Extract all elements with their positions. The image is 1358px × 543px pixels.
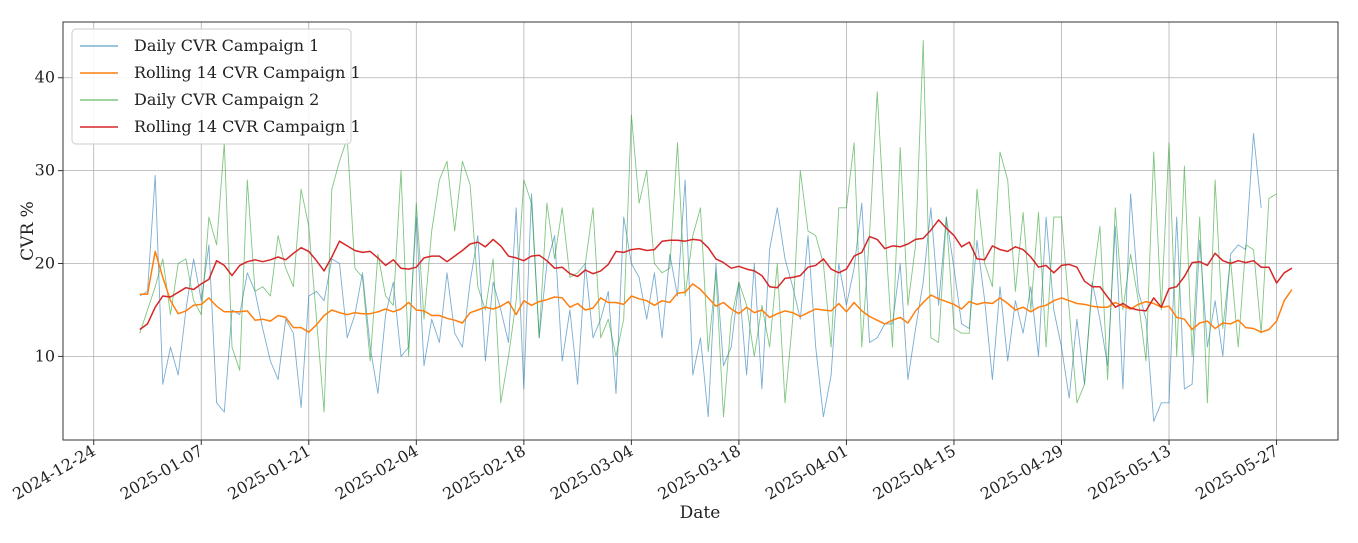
legend-label-daily-cvr-campaign-1: Daily CVR Campaign 1 bbox=[134, 36, 319, 55]
x-tick-label: 2025-01-07 bbox=[117, 441, 206, 504]
x-tick-label: 2025-04-29 bbox=[977, 441, 1066, 504]
x-axis-ticks: 2024-12-24 2025-01-07 2025-01-21 2025-02-04… bbox=[9, 440, 1282, 504]
x-tick-label: 2025-02-04 bbox=[332, 441, 421, 504]
x-tick-label: 2025-03-04 bbox=[547, 441, 636, 504]
series-line-daily-cvr-campaign-1-0 bbox=[139, 133, 1262, 422]
y-tick-label: 10 bbox=[35, 346, 55, 365]
x-tick-label: 2025-05-27 bbox=[1192, 441, 1281, 504]
x-tick-label: 2025-02-18 bbox=[439, 441, 528, 504]
plot-area-frame bbox=[62, 21, 1339, 441]
x-tick-label: 2025-04-15 bbox=[870, 441, 959, 504]
y-tick-label: 30 bbox=[35, 161, 55, 180]
x-tick-label: 2024-12-24 bbox=[9, 441, 98, 504]
x-tick-label: 2025-01-21 bbox=[224, 441, 313, 504]
legend-label-rolling-14-cvr-campaign-1: Rolling 14 CVR Campaign 1 bbox=[134, 63, 361, 82]
x-tick-label: 2025-05-13 bbox=[1085, 441, 1174, 504]
x-tick-label: 2025-03-18 bbox=[655, 441, 744, 504]
y-axis-ticks: 10 20 30 40 bbox=[35, 68, 63, 365]
y-tick-label: 20 bbox=[35, 254, 55, 273]
series-line-rolling-14-cvr-campaign-1-3 bbox=[139, 219, 1293, 331]
series-line-rolling-14-cvr-campaign-1-1 bbox=[139, 250, 1293, 333]
y-axis-title: CVR % bbox=[18, 201, 38, 261]
gridlines bbox=[63, 22, 1338, 440]
x-tick-label: 2025-04-01 bbox=[762, 441, 851, 504]
x-axis-title: Date bbox=[680, 503, 721, 523]
y-tick-label: 40 bbox=[35, 68, 55, 87]
legend-box bbox=[71, 28, 352, 145]
series-lines bbox=[139, 40, 1293, 422]
legend: Daily CVR Campaign 1 Rolling 14 CVR Camp… bbox=[71, 28, 361, 145]
legend-label-rolling-14-cvr-campaign-1-red: Rolling 14 CVR Campaign 1 bbox=[134, 117, 361, 136]
series-line-daily-cvr-campaign-2-2 bbox=[139, 40, 1277, 418]
legend-label-daily-cvr-campaign-2: Daily CVR Campaign 2 bbox=[134, 90, 319, 109]
